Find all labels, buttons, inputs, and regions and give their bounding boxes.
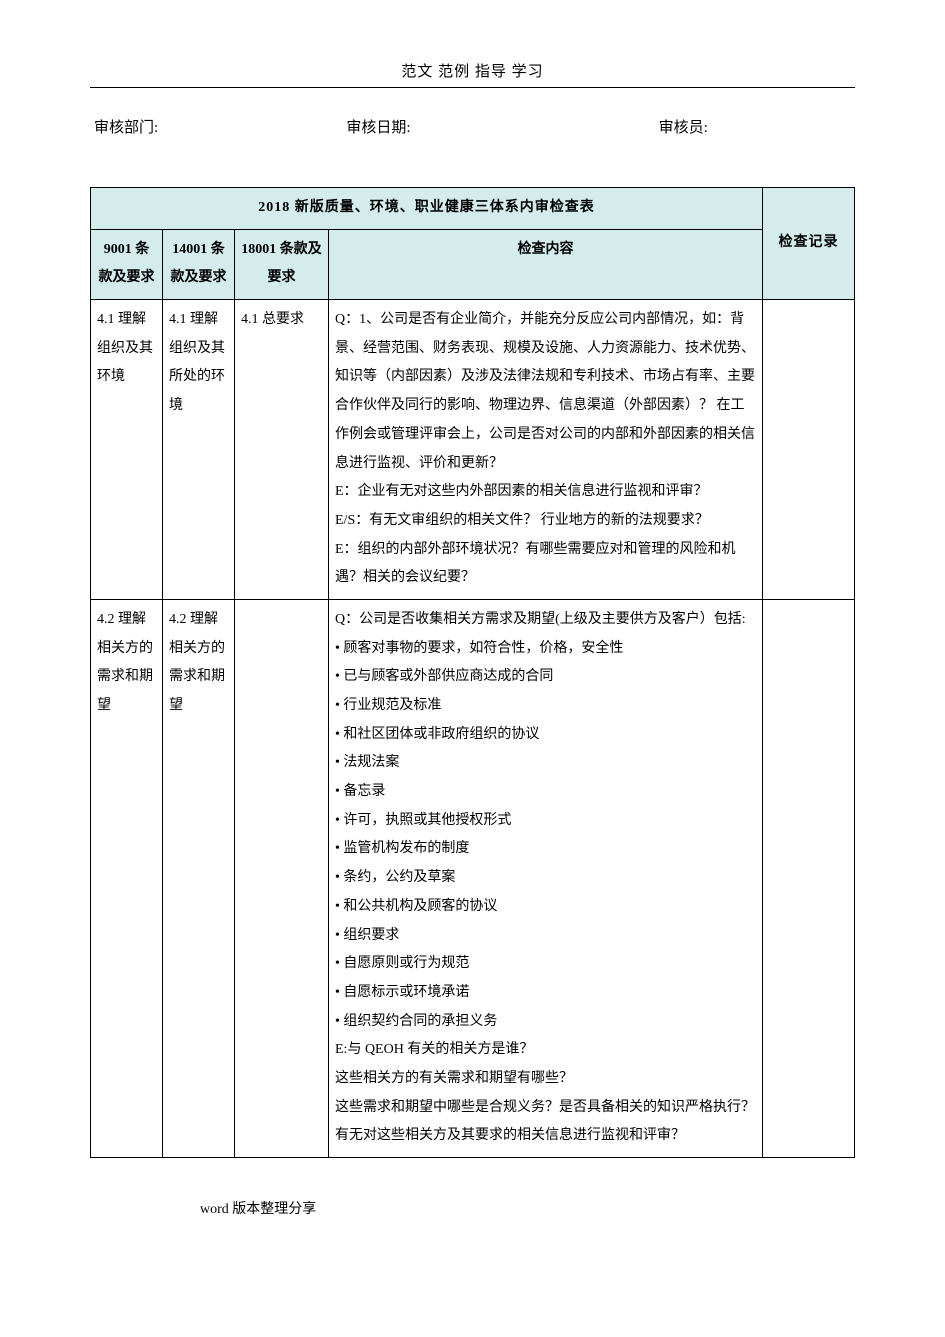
cell-14001: 4.1 理解组织及其所处的环境: [163, 300, 235, 600]
col-header-18001: 18001 条款及要求: [235, 229, 329, 299]
content-para: Q：公司是否收集相关方需求及期望(上级及主要供方及客户）包括:: [335, 606, 756, 635]
page-footer: word 版本整理分享: [90, 1198, 855, 1218]
cell-18001: [235, 599, 329, 1157]
content-para: E/S：有无文审组织的相关文件？ 行业地方的新的法规要求？: [335, 507, 756, 536]
content-para: E：组织的内部外部环境状况？有哪些需要应对和管理的风险和机遇？相关的会议纪要？: [335, 536, 756, 593]
bullet-item: 组织契约合同的承担义务: [335, 1008, 756, 1037]
table-header-row: 9001 条款及要求 14001 条款及要求 18001 条款及要求 检查内容: [91, 229, 855, 299]
table-row: 4.2 理解相关方的需求和期望 4.2 理解相关方的需求和期望 Q：公司是否收集…: [91, 599, 855, 1157]
col-header-record: 检查记录: [763, 188, 855, 300]
table-title-row: 2018 新版质量、环境、职业健康三体系内审检查表 检查记录: [91, 188, 855, 230]
bullet-item: 和公共机构及顾客的协议: [335, 893, 756, 922]
cell-content: Q：1、公司是否有企业简介，并能充分反应公司内部情况，如：背景、经营范围、财务表…: [329, 300, 763, 600]
cell-9001: 4.2 理解相关方的需求和期望: [91, 599, 163, 1157]
table-title: 2018 新版质量、环境、职业健康三体系内审检查表: [91, 188, 763, 230]
col-header-content: 检查内容: [329, 229, 763, 299]
bullet-item: 和社区团体或非政府组织的协议: [335, 721, 756, 750]
cell-record: [763, 599, 855, 1157]
cell-14001: 4.2 理解相关方的需求和期望: [163, 599, 235, 1157]
cell-18001: 4.1 总要求: [235, 300, 329, 600]
bullet-item: 备忘录: [335, 778, 756, 807]
page-header: 范文 范例 指导 学习: [90, 60, 855, 88]
content-para: 这些需求和期望中哪些是合规义务？是否具备相关的知识严格执行？: [335, 1094, 756, 1123]
content-para: E：企业有无对这些内外部因素的相关信息进行监视和评审？: [335, 478, 756, 507]
content-para: E:与 QEOH 有关的相关方是谁？: [335, 1036, 756, 1065]
bullet-item: 自愿原则或行为规范: [335, 950, 756, 979]
bullet-item: 顾客对事物的要求，如符合性，价格，安全性: [335, 635, 756, 664]
meta-row: 审核部门: 审核日期: 审核员:: [90, 116, 855, 137]
bullet-item: 组织要求: [335, 922, 756, 951]
cell-record: [763, 300, 855, 600]
audit-table: 2018 新版质量、环境、职业健康三体系内审检查表 检查记录 9001 条款及要…: [90, 187, 855, 1158]
cell-9001: 4.1 理解组织及其环境: [91, 300, 163, 600]
content-para: Q：1、公司是否有企业简介，并能充分反应公司内部情况，如：背景、经营范围、财务表…: [335, 306, 756, 478]
bullet-item: 自愿标示或环境承诺: [335, 979, 756, 1008]
content-bullets: 顾客对事物的要求，如符合性，价格，安全性 已与顾客或外部供应商达成的合同 行业规…: [335, 635, 756, 1037]
col-header-14001: 14001 条款及要求: [163, 229, 235, 299]
bullet-item: 法规法案: [335, 749, 756, 778]
col-header-9001: 9001 条款及要求: [91, 229, 163, 299]
cell-content: Q：公司是否收集相关方需求及期望(上级及主要供方及客户）包括: 顾客对事物的要求…: [329, 599, 763, 1157]
bullet-item: 监管机构发布的制度: [335, 835, 756, 864]
table-row: 4.1 理解组织及其环境 4.1 理解组织及其所处的环境 4.1 总要求 Q：1…: [91, 300, 855, 600]
content-para: 有无对这些相关方及其要求的相关信息进行监视和评审？: [335, 1122, 756, 1151]
bullet-item: 条约，公约及草案: [335, 864, 756, 893]
dept-label: 审核部门:: [94, 116, 286, 137]
bullet-item: 已与顾客或外部供应商达成的合同: [335, 663, 756, 692]
auditor-label: 审核员:: [539, 116, 851, 137]
bullet-item: 行业规范及标准: [335, 692, 756, 721]
content-para: 这些相关方的有关需求和期望有哪些？: [335, 1065, 756, 1094]
date-label: 审核日期:: [286, 116, 538, 137]
bullet-item: 许可，执照或其他授权形式: [335, 807, 756, 836]
